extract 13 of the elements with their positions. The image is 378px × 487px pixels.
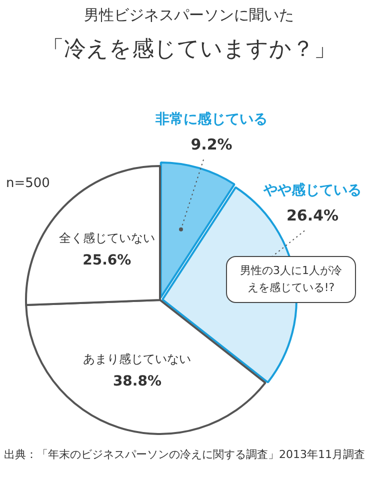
slice-label: やや感じている xyxy=(262,182,362,198)
source-note: 出典：「年末のビジネスパーソンの冷えに関する調査」2013年11月調査 xyxy=(4,447,366,463)
data-label: 26.4% xyxy=(286,206,339,225)
slice-label: あまり感じていない xyxy=(83,352,192,366)
data-label: 9.2% xyxy=(190,136,232,154)
data-label: 25.6% xyxy=(82,252,132,269)
slice-label: 全く感じていない xyxy=(58,231,155,246)
data-label: 38.8% xyxy=(112,374,162,390)
text: n=500 xyxy=(6,176,50,191)
slice-label: 非常に感じている xyxy=(154,111,268,128)
chart-title: 「冷えを感じていますか？」 xyxy=(41,36,337,64)
chart-subtitle: 男性ビジネスパーソンに聞いた xyxy=(83,6,295,25)
text: 男性の3人に1人が冷えを感じている!? xyxy=(226,256,356,303)
